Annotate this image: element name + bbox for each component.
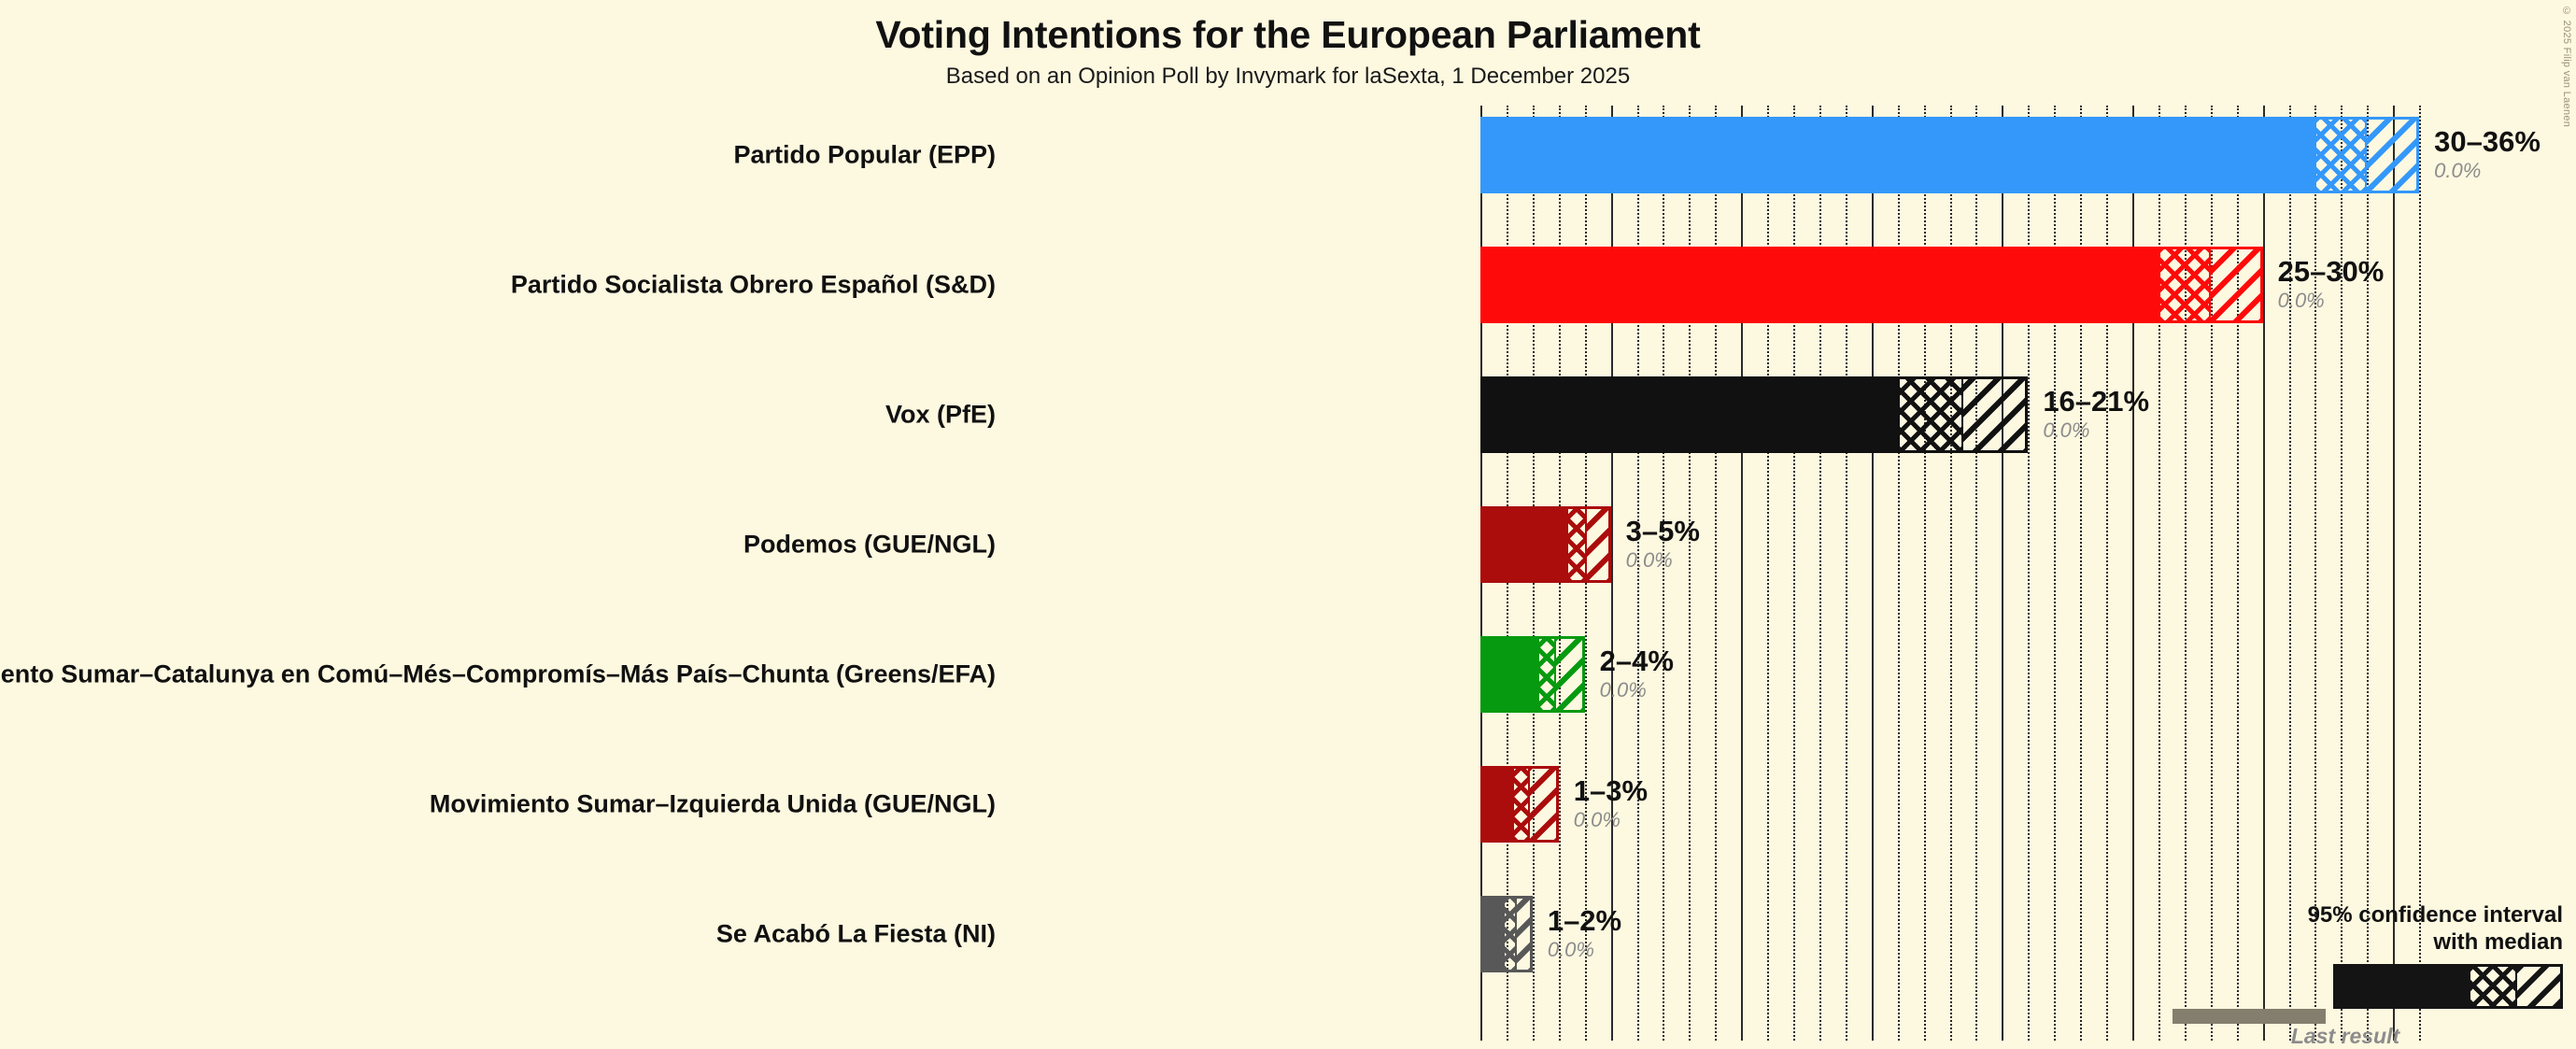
confidence-interval-bar: [1480, 766, 1559, 843]
legend-segment-diagonal: [2517, 967, 2560, 1006]
value-range-label: 25–30%: [2277, 254, 2385, 288]
legend-last-result-label: Last result: [2290, 1024, 2400, 1048]
last-result-label: 0.0%: [2277, 288, 2325, 312]
confidence-interval-bar: [1480, 117, 2420, 193]
bar-row: Podemos (GUE/NGL) 3–5% 0.0%: [0, 506, 2576, 583]
bar-segment-solid: [1480, 117, 2315, 193]
confidence-interval-bar: [1480, 896, 1533, 972]
party-label: Podemos (GUE/NGL): [743, 530, 996, 559]
value-block: 30–36% 0.0%: [2434, 124, 2541, 182]
page-title: Voting Intentions for the European Parli…: [875, 13, 1701, 56]
bar-segment-diagonal: [1530, 766, 1559, 843]
party-label: Se Acabó La Fiesta (NI): [715, 919, 996, 948]
bar-segment-solid: [1480, 766, 1512, 843]
party-label: Partido Popular (EPP): [733, 140, 996, 169]
confidence-interval-bar: [1480, 247, 2263, 323]
last-result-label: 0.0%: [2434, 158, 2482, 182]
value-range-label: 1–2%: [1547, 903, 1622, 937]
chart-legend: 95% confidence interval with median Last…: [2171, 902, 2563, 1048]
value-range-label: 2–4%: [1599, 644, 1674, 677]
bar-segment-solid: [1480, 247, 2158, 323]
chart-header: Voting Intentions for the European Parli…: [0, 0, 2576, 90]
bar-row: Se Acabó La Fiesta (NI) 1–2% 0.0%: [0, 896, 2576, 972]
bar-segment-solid: [1480, 506, 1567, 583]
copyright-watermark: © 2025 Filip van Laenen: [2561, 6, 2572, 128]
bar-segment-crosshatch: [2314, 117, 2368, 193]
bar-row: Movimiento Sumar–Izquierda Unida (GUE/NG…: [0, 766, 2576, 843]
bar-row: Movimiento Sumar–Catalunya en Comú–Més–C…: [0, 636, 2576, 713]
bar-segment-crosshatch: [1511, 766, 1531, 843]
plot-area: Partido Popular (EPP) 30–36% 0.0% Partido S…: [0, 106, 2576, 1041]
legend-sample-bar: [2333, 964, 2563, 1009]
bar-segment-diagonal: [1555, 636, 1585, 713]
value-block: 16–21% 0.0%: [2043, 384, 2150, 442]
value-block: 3–5% 0.0%: [1625, 514, 1700, 572]
value-block: 1–2% 0.0%: [1547, 903, 1622, 961]
value-range-label: 3–5%: [1625, 514, 1700, 547]
bar-segment-diagonal: [1587, 506, 1611, 583]
bar-row: Partido Popular (EPP) 30–36% 0.0%: [0, 117, 2576, 193]
bar-segment-diagonal: [2367, 117, 2420, 193]
value-block: 25–30% 0.0%: [2277, 254, 2385, 312]
legend-bar-holder: Last result: [2171, 964, 2563, 1048]
last-result-label: 0.0%: [1599, 677, 1647, 702]
party-label: Partido Socialista Obrero Español (S&D): [510, 270, 996, 299]
confidence-interval-bar: [1480, 506, 1611, 583]
bar-row: Partido Socialista Obrero Español (S&D) 2…: [0, 247, 2576, 323]
value-block: 1–3% 0.0%: [1573, 773, 1649, 831]
confidence-interval-bar: [1480, 376, 2029, 453]
confidence-interval-bar: [1480, 636, 1585, 713]
bar-segment-crosshatch: [1897, 376, 1963, 453]
bar-segment-crosshatch: [1566, 506, 1588, 583]
legend-segment-solid: [2336, 967, 2469, 1006]
bar-segment-crosshatch: [1502, 896, 1518, 972]
bar-segment-crosshatch: [1537, 636, 1556, 713]
bar-segment-diagonal: [1517, 896, 1533, 972]
party-label: Movimiento Sumar–Izquierda Unida (GUE/NG…: [429, 789, 996, 818]
legend-caption: 95% confidence interval with median: [2171, 902, 2563, 956]
bar-segment-diagonal: [2210, 247, 2263, 323]
last-result-label: 0.0%: [2043, 418, 2090, 442]
last-result-label: 0.0%: [1573, 807, 1621, 831]
value-range-label: 30–36%: [2434, 124, 2541, 158]
bar-segment-solid: [1480, 636, 1538, 713]
bar-segment-crosshatch: [2158, 247, 2211, 323]
party-label: Vox (PfE): [885, 400, 996, 429]
legend-caption-line1: 95% confidence interval: [2307, 902, 2563, 929]
value-range-label: 1–3%: [1573, 773, 1649, 807]
value-range-label: 16–21%: [2043, 384, 2150, 418]
bar-segment-diagonal: [1962, 376, 2029, 453]
party-label: Movimiento Sumar–Catalunya en Comú–Més–C…: [0, 659, 996, 688]
legend-segment-crosshatch: [2469, 967, 2517, 1006]
value-block: 2–4% 0.0%: [1599, 644, 1674, 702]
legend-caption-line2: with median: [2433, 929, 2563, 955]
legend-last-result-bar: [2173, 1009, 2326, 1024]
bar-row: Vox (PfE) 16–21% 0.0%: [0, 376, 2576, 453]
last-result-label: 0.0%: [1547, 937, 1594, 961]
chart-subtitle: Based on an Opinion Poll by Invymark for…: [945, 64, 1631, 90]
bar-segment-solid: [1480, 376, 1898, 453]
bar-segment-solid: [1480, 896, 1503, 972]
last-result-label: 0.0%: [1625, 547, 1673, 572]
